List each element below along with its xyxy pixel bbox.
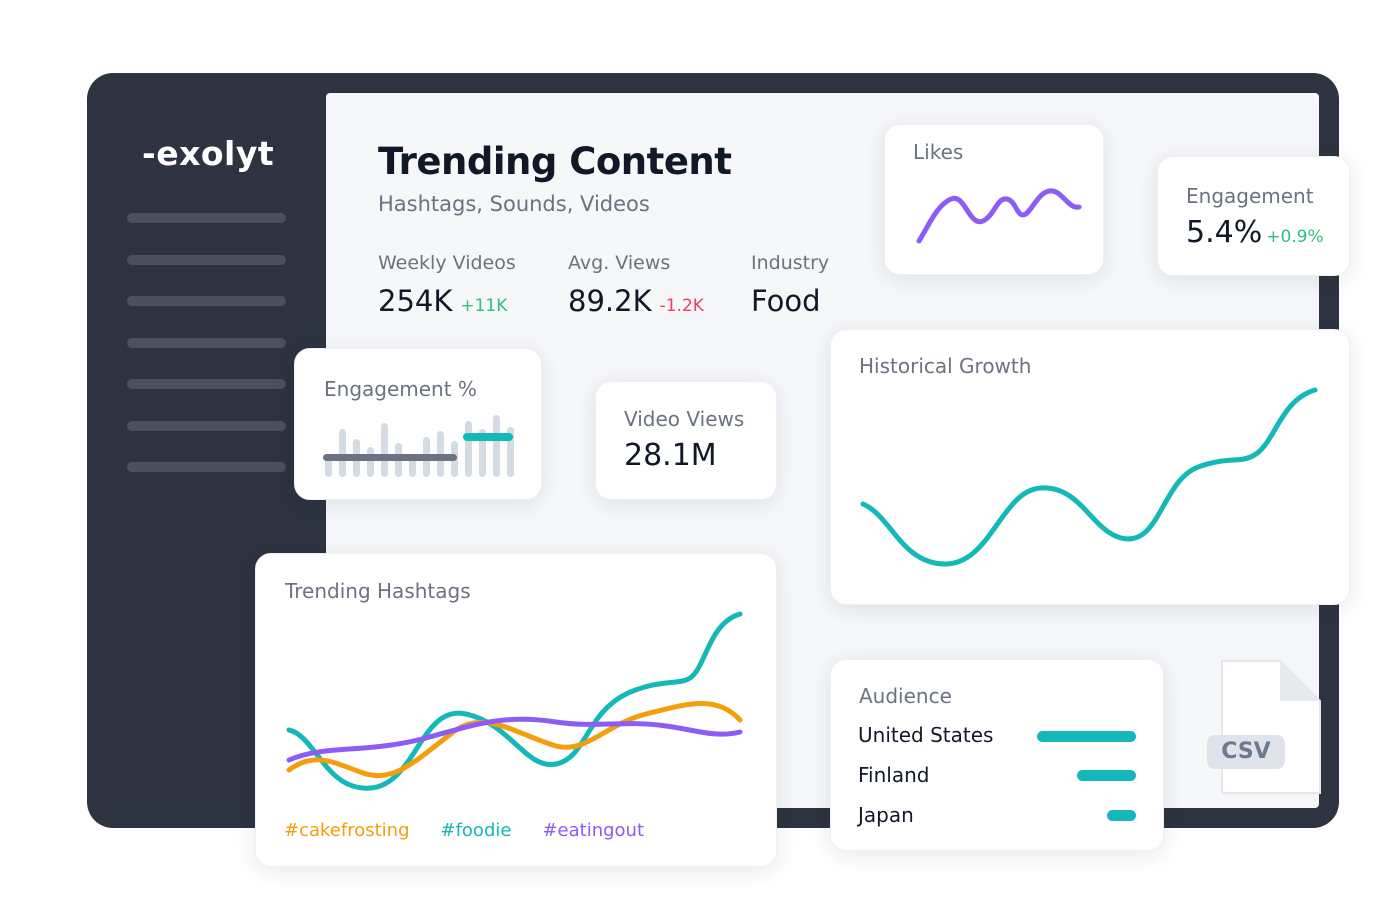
page-title: Trending Content bbox=[378, 140, 732, 183]
audience-country-label: Finland bbox=[858, 763, 930, 787]
stat-weekly-videos: Weekly Videos 254K +11K bbox=[378, 252, 516, 318]
stat-value: Food bbox=[751, 284, 821, 318]
audience-country-label: Japan bbox=[858, 803, 914, 827]
engagement-highlight bbox=[463, 433, 513, 441]
sidebar-item[interactable] bbox=[127, 420, 286, 431]
video-views-value: 28.1M bbox=[624, 438, 717, 473]
engagement-value: 5.4% bbox=[1186, 215, 1263, 250]
likes-card-title: Likes bbox=[913, 140, 964, 164]
legend-foodie[interactable]: #foodie bbox=[440, 820, 512, 841]
stat-value: 254K bbox=[378, 284, 453, 318]
sidebar-item[interactable] bbox=[127, 296, 286, 306]
historical-growth-chart bbox=[860, 387, 1318, 567]
audience-bar bbox=[1107, 810, 1136, 821]
engagement-delta: +0.9% bbox=[1266, 227, 1324, 247]
trending-hashtags-card[interactable]: Trending Hashtags bbox=[255, 553, 777, 867]
stat-delta: +11K bbox=[460, 296, 508, 316]
engagement-baseline bbox=[323, 454, 457, 461]
historical-growth-title: Historical Growth bbox=[859, 354, 1032, 378]
audience-bar bbox=[1037, 731, 1136, 742]
exolyt-logo: -exolyt bbox=[142, 134, 275, 173]
engagement-pct-title: Engagement % bbox=[324, 377, 477, 401]
trending-hashtags-chart bbox=[286, 611, 743, 791]
page-subtitle: Hashtags, Sounds, Videos bbox=[378, 192, 650, 216]
engagement-bar-chart bbox=[323, 415, 514, 477]
stat-delta: -1.2K bbox=[659, 296, 704, 316]
likes-sparkline bbox=[916, 188, 1082, 244]
audience-title: Audience bbox=[859, 684, 952, 708]
audience-country-label: United States bbox=[858, 723, 994, 747]
engagement-pct-card[interactable]: Engagement % bbox=[294, 348, 542, 500]
historical-growth-card[interactable]: Historical Growth bbox=[830, 329, 1350, 605]
legend-eatingout[interactable]: #eatingout bbox=[542, 820, 645, 841]
engagement-card-title: Engagement bbox=[1186, 184, 1314, 208]
trending-hashtags-title: Trending Hashtags bbox=[285, 579, 471, 603]
legend-cakefrosting[interactable]: #cakefrosting bbox=[284, 820, 410, 841]
csv-file-icon[interactable] bbox=[1218, 657, 1322, 797]
audience-bar bbox=[1077, 770, 1136, 781]
sidebar-item[interactable] bbox=[127, 379, 286, 389]
stat-label: Industry bbox=[751, 252, 830, 274]
stat-industry: Industry Food bbox=[751, 252, 829, 318]
engagement-card[interactable]: Engagement 5.4% +0.9% bbox=[1157, 156, 1350, 276]
csv-export-button[interactable]: CSV bbox=[1207, 735, 1285, 769]
sidebar-item[interactable] bbox=[127, 462, 286, 472]
series-foodie-line bbox=[286, 611, 743, 791]
stat-label: Weekly Videos bbox=[378, 252, 516, 274]
sidebar-nav bbox=[127, 213, 286, 504]
sidebar-item[interactable] bbox=[127, 254, 286, 265]
stat-avg-views: Avg. Views 89.2K -1.2K bbox=[568, 252, 704, 318]
sidebar-item[interactable] bbox=[127, 213, 286, 223]
stat-label: Avg. Views bbox=[568, 252, 671, 274]
stat-value: 89.2K bbox=[568, 284, 652, 318]
likes-card[interactable]: Likes bbox=[884, 124, 1104, 275]
series-cakefrosting-line bbox=[286, 700, 743, 779]
video-views-card[interactable]: Video Views 28.1M bbox=[595, 381, 777, 500]
hashtag-legend: #cakefrosting #foodie #eatingout bbox=[284, 820, 644, 841]
series-eatingout-line bbox=[286, 716, 743, 763]
video-views-title: Video Views bbox=[624, 407, 745, 431]
sidebar-item[interactable] bbox=[127, 337, 286, 348]
